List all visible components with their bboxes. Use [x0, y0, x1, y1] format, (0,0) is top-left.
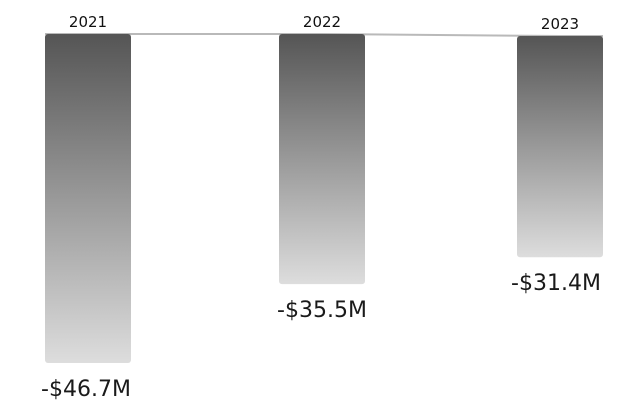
value-label-2022: -$35.5M [277, 298, 367, 323]
bar-2023 [517, 36, 603, 258]
bar-2021 [45, 34, 131, 363]
category-label-2023: 2023 [541, 15, 579, 33]
category-label-2021: 2021 [69, 13, 107, 31]
value-label-2023: -$31.4M [511, 271, 601, 296]
bars-layer [45, 34, 603, 363]
category-label-2022: 2022 [303, 13, 341, 31]
value-label-2021: -$46.7M [41, 377, 131, 402]
bar-2022 [279, 34, 365, 285]
labels-layer: 2021 -$46.7M 2022 -$35.5M 2023 -$31.4M [41, 13, 601, 402]
